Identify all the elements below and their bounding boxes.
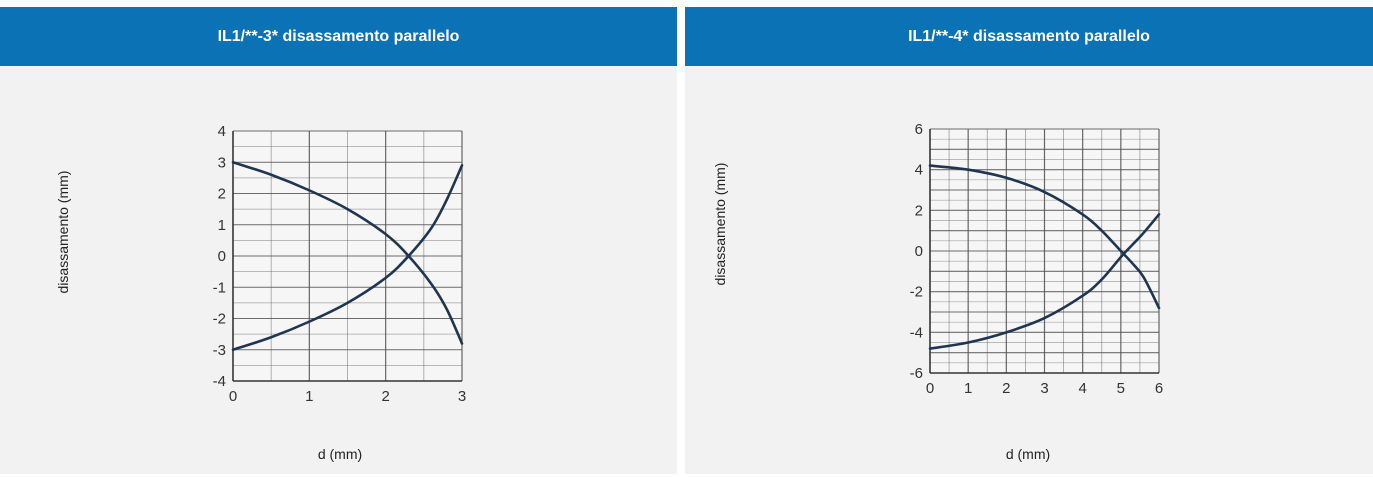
y-tick-label: 2 <box>218 186 226 203</box>
y-tick-label: 3 <box>218 154 226 171</box>
x-tick-label: 1 <box>964 380 972 397</box>
y-tick-label: 2 <box>915 202 923 219</box>
chart-panel-left: IL1/**-3* disassamento parallelo disassa… <box>0 7 677 474</box>
x-tick-label: 0 <box>229 388 237 405</box>
grid <box>929 128 1160 374</box>
x-tick-label: 5 <box>1117 380 1125 397</box>
x-tick-label: 6 <box>1155 380 1163 397</box>
y-tick-label: 4 <box>915 162 923 179</box>
x-tick-label: 4 <box>1078 380 1086 397</box>
series-line-2 <box>928 213 1161 350</box>
x-tick-label: 2 <box>1002 380 1010 397</box>
x-axis-label: d (mm) <box>317 446 363 462</box>
series-line-2 <box>231 164 464 352</box>
y-tick-label: -4 <box>213 373 226 390</box>
y-tick-label: 1 <box>218 217 226 234</box>
panel-title: IL1/**-4* disassamento parallelo <box>685 7 1373 66</box>
y-tick-label: -4 <box>910 324 923 341</box>
y-tick-label: 0 <box>915 243 923 260</box>
y-tick-label: -6 <box>910 365 923 382</box>
panel-title: IL1/**-3* disassamento parallelo <box>0 7 677 66</box>
x-tick-label: 2 <box>381 388 389 405</box>
y-tick-label: -1 <box>213 279 226 296</box>
y-tick-label: 6 <box>915 121 923 138</box>
x-tick-label: 0 <box>926 380 934 397</box>
y-tick-label: -3 <box>213 342 226 359</box>
x-tick-label: 1 <box>305 388 313 405</box>
chart-panel-right: IL1/**-4* disassamento parallelo disassa… <box>685 7 1373 474</box>
series-line-1 <box>231 160 464 345</box>
y-tick-label: 4 <box>218 123 226 140</box>
series-line-1 <box>928 164 1161 310</box>
y-tick-label: 0 <box>218 248 226 265</box>
x-tick-label: 3 <box>458 388 466 405</box>
x-axis-label: d (mm) <box>1005 446 1051 462</box>
y-tick-label: -2 <box>910 284 923 301</box>
x-tick-label: 3 <box>1040 380 1048 397</box>
grid <box>232 130 463 382</box>
y-tick-label: -2 <box>213 311 226 328</box>
